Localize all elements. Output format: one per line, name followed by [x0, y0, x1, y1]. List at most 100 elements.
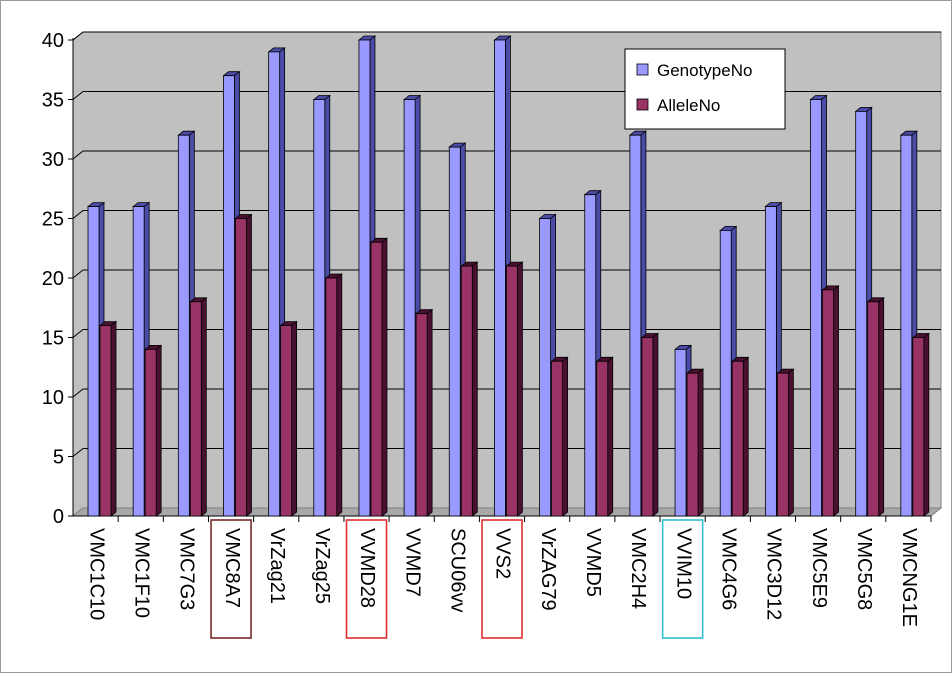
- bar-allele: [370, 241, 383, 517]
- bar-allele-side: [471, 261, 478, 517]
- x-tick-label: VMC8A7: [221, 528, 243, 608]
- bar-genotype: [764, 206, 777, 517]
- bar-genotype: [810, 99, 822, 517]
- bar-allele: [506, 265, 518, 517]
- bar-allele-side: [336, 273, 343, 517]
- gridline-diagonal: [72, 91, 84, 100]
- x-tick-label: VMC1C10: [85, 528, 107, 620]
- legend-swatch-allele: [636, 98, 649, 111]
- x-tick-label: VrZag25: [311, 528, 333, 604]
- bar-genotype: [268, 51, 281, 517]
- bar-allele-side: [246, 213, 252, 517]
- bar-genotype: [313, 99, 326, 517]
- bar-allele-side: [607, 356, 614, 517]
- bar-allele: [686, 372, 699, 517]
- highlight-box: [210, 519, 252, 639]
- bar-allele: [641, 337, 654, 517]
- legend-box: [624, 48, 786, 130]
- y-tick-label: 0: [53, 506, 64, 528]
- bar-allele-side: [697, 368, 704, 517]
- y-tick-label: 5: [53, 447, 64, 469]
- x-tick-label: VrZAG79: [537, 528, 559, 611]
- bar-allele-side: [878, 296, 885, 517]
- x-tick-label: VMC3D12: [763, 528, 785, 620]
- bar-genotype: [403, 99, 416, 517]
- y-tick-label: 15: [42, 328, 64, 350]
- bar-allele-side: [562, 356, 568, 517]
- bar-allele: [867, 301, 880, 517]
- bar-genotype: [494, 39, 506, 517]
- legend-swatch-genotype: [636, 63, 649, 76]
- y-tick-label: 25: [42, 209, 64, 231]
- y-tick-label: 30: [42, 149, 64, 171]
- highlight-box: [345, 519, 388, 639]
- highlight-box: [661, 519, 704, 639]
- bar-genotype: [674, 348, 687, 517]
- bar-genotype: [223, 75, 235, 517]
- gridline-diagonal: [72, 150, 84, 160]
- bar-allele: [280, 325, 293, 517]
- bar-allele-side: [155, 344, 162, 517]
- bar-genotype: [448, 146, 461, 517]
- bar-allele: [144, 348, 157, 517]
- bar-genotype: [629, 134, 642, 517]
- x-tick-label: VMC4G6: [718, 528, 740, 610]
- bar-allele: [460, 265, 473, 517]
- x-tick-label: SCU06vv: [447, 528, 469, 612]
- x-tick-label: VVS2: [492, 528, 514, 579]
- legend-label-allele: AlleleNo: [657, 96, 720, 115]
- bar-allele: [235, 218, 247, 517]
- bar-allele-side: [200, 296, 207, 517]
- bar-allele: [596, 360, 609, 517]
- x-tick-label: VVMD5: [582, 528, 604, 597]
- x-tick-label: VrZag21: [266, 528, 288, 604]
- bar-allele-side: [291, 320, 298, 517]
- gridline-diagonal: [72, 388, 84, 398]
- bar-allele-side: [833, 285, 839, 517]
- x-tick-label: VVIM10: [672, 528, 694, 599]
- y-tick-label: 10: [42, 387, 64, 409]
- bar-allele-side: [742, 356, 749, 517]
- gridline-diagonal: [72, 31, 84, 41]
- legend-label-genotype: GenotypeNo: [657, 61, 752, 80]
- bar-allele: [415, 313, 428, 517]
- y-tick-label: 40: [42, 30, 64, 52]
- bar-allele-side: [517, 261, 523, 517]
- gridline-diagonal: [72, 210, 84, 219]
- x-tick-label: VMC5G8: [853, 528, 875, 610]
- x-tick-label: VMCNG1E: [898, 528, 920, 627]
- bar-allele: [99, 325, 112, 517]
- x-tick-label: VMC7G3: [176, 528, 198, 610]
- bar-allele-side: [381, 237, 388, 517]
- bar-genotype: [358, 39, 371, 517]
- gridline-diagonal: [72, 269, 84, 279]
- bar-allele: [551, 360, 563, 517]
- bar-allele: [912, 337, 925, 517]
- y-tick-label: 35: [42, 90, 64, 112]
- bar-allele: [822, 289, 834, 517]
- x-tick-label: VVMD28: [356, 528, 378, 608]
- bar-allele: [189, 301, 202, 517]
- bar-allele: [776, 372, 789, 517]
- bar-genotype: [132, 206, 145, 517]
- gridline-diagonal: [72, 448, 84, 457]
- x-tick-label: VMC5E9: [808, 528, 830, 608]
- x-tick-label: VMC1F10: [130, 528, 152, 618]
- x-tick-label: VMC2H4: [627, 528, 649, 609]
- bar-genotype: [900, 134, 913, 517]
- bar-allele-side: [110, 320, 117, 517]
- bar-genotype: [87, 206, 100, 517]
- bar-genotype: [719, 229, 732, 517]
- bar-allele-side: [652, 332, 659, 517]
- highlight-box: [481, 519, 523, 639]
- x-tick-label: VVMD7: [401, 528, 423, 597]
- bar-genotype: [177, 134, 190, 517]
- bar-genotype: [584, 194, 597, 517]
- bar-genotype: [539, 218, 551, 517]
- bar-allele-side: [923, 332, 930, 517]
- bar-allele-side: [787, 368, 794, 517]
- bar-allele: [325, 277, 338, 517]
- bar-allele: [731, 360, 744, 517]
